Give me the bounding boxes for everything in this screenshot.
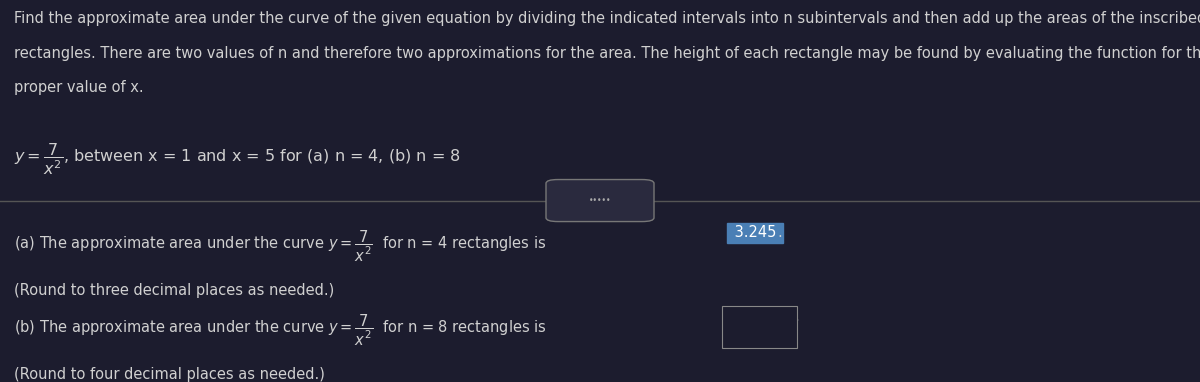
Text: 3.245: 3.245 (730, 225, 781, 240)
Text: (a) The approximate area under the curve $y = \dfrac{7}{x^2}$  for n = 4 rectang: (a) The approximate area under the curve… (14, 229, 547, 264)
Text: $y = \dfrac{7}{x^2}$, between x = 1 and x = 5 for (a) n = 4, (b) n = 8: $y = \dfrac{7}{x^2}$, between x = 1 and … (14, 141, 461, 177)
Text: Find the approximate area under the curve of the given equation by dividing the : Find the approximate area under the curv… (14, 11, 1200, 26)
Text: .: . (778, 225, 782, 240)
FancyBboxPatch shape (546, 180, 654, 222)
FancyBboxPatch shape (722, 306, 797, 348)
Text: (Round to three decimal places as needed.): (Round to three decimal places as needed… (14, 283, 335, 298)
Text: .: . (794, 309, 799, 324)
Text: (b) The approximate area under the curve $y = \dfrac{7}{x^2}$  for n = 8 rectang: (b) The approximate area under the curve… (14, 313, 547, 348)
Text: proper value of x.: proper value of x. (14, 80, 144, 95)
Text: rectangles. There are two values of n and therefore two approximations for the a: rectangles. There are two values of n an… (14, 46, 1200, 61)
Text: •••••: ••••• (589, 196, 611, 205)
Text: (Round to four decimal places as needed.): (Round to four decimal places as needed.… (14, 367, 325, 382)
